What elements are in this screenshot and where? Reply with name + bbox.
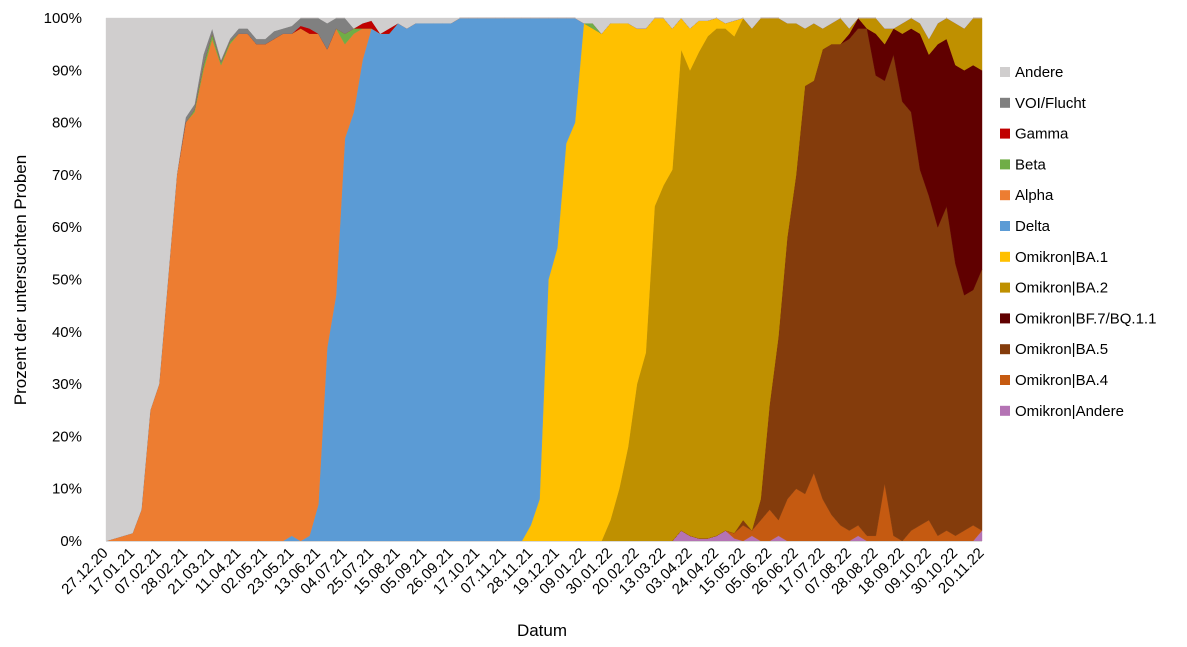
legend-swatch [1000, 251, 1010, 262]
y-tick-label: 60% [52, 219, 82, 236]
legend-swatch [1000, 128, 1010, 139]
legend-label: Alpha [1015, 187, 1054, 204]
y-tick-label: 40% [52, 324, 82, 341]
y-tick-label: 70% [52, 167, 82, 184]
legend-label: Gamma [1015, 126, 1069, 143]
legend-swatch [1000, 313, 1010, 324]
legend-swatch [1000, 375, 1010, 385]
x-tick-labels: 27.12.2017.01.2107.02.2128.02.2121.03.21… [58, 545, 987, 598]
legend-swatch [1000, 282, 1010, 293]
y-tick-label: 80% [52, 115, 82, 132]
legend-label: Delta [1015, 218, 1051, 235]
legend-label: Andere [1015, 64, 1063, 81]
y-tick-label: 10% [52, 481, 82, 498]
y-tick-labels: 0% 10% 20% 30% 40% 50% 60% 70% 80% 90% 100% [44, 10, 82, 550]
legend-swatch [1000, 159, 1010, 170]
legend-label: Omikron|Andere [1015, 403, 1124, 420]
y-tick-label: 20% [52, 428, 82, 445]
legend: Andere VOI/Flucht Gamma Beta Alpha Delta Omikr… [1000, 64, 1156, 420]
legend-label: Omikron|BA.5 [1015, 341, 1108, 358]
areas-layer [105, 17, 983, 542]
legend-swatch [1000, 221, 1010, 231]
legend-label: VOI/Flucht [1015, 95, 1087, 112]
legend-swatch [1000, 405, 1010, 416]
legend-label: Omikron|BF.7/BQ.1.1 [1015, 310, 1156, 327]
legend-label: Omikron|BA.2 [1015, 280, 1108, 297]
legend-label: Beta [1015, 156, 1047, 173]
legend-label: Omikron|BA.4 [1015, 372, 1108, 389]
legend-swatch [1000, 67, 1010, 77]
legend-swatch [1000, 344, 1010, 355]
legend-label: Omikron|BA.1 [1015, 249, 1108, 266]
legend-swatch [1000, 190, 1010, 201]
y-tick-label: 30% [52, 376, 82, 393]
x-axis-title: Datum [517, 621, 567, 640]
y-axis-title: Prozent der untersuchten Proben [11, 155, 30, 405]
y-tick-label: 0% [60, 533, 82, 550]
y-tick-label: 50% [52, 272, 82, 289]
y-tick-label: 100% [44, 10, 82, 27]
y-tick-label: 90% [52, 62, 82, 79]
area-andere [105, 17, 982, 542]
legend-swatch [1000, 97, 1010, 108]
